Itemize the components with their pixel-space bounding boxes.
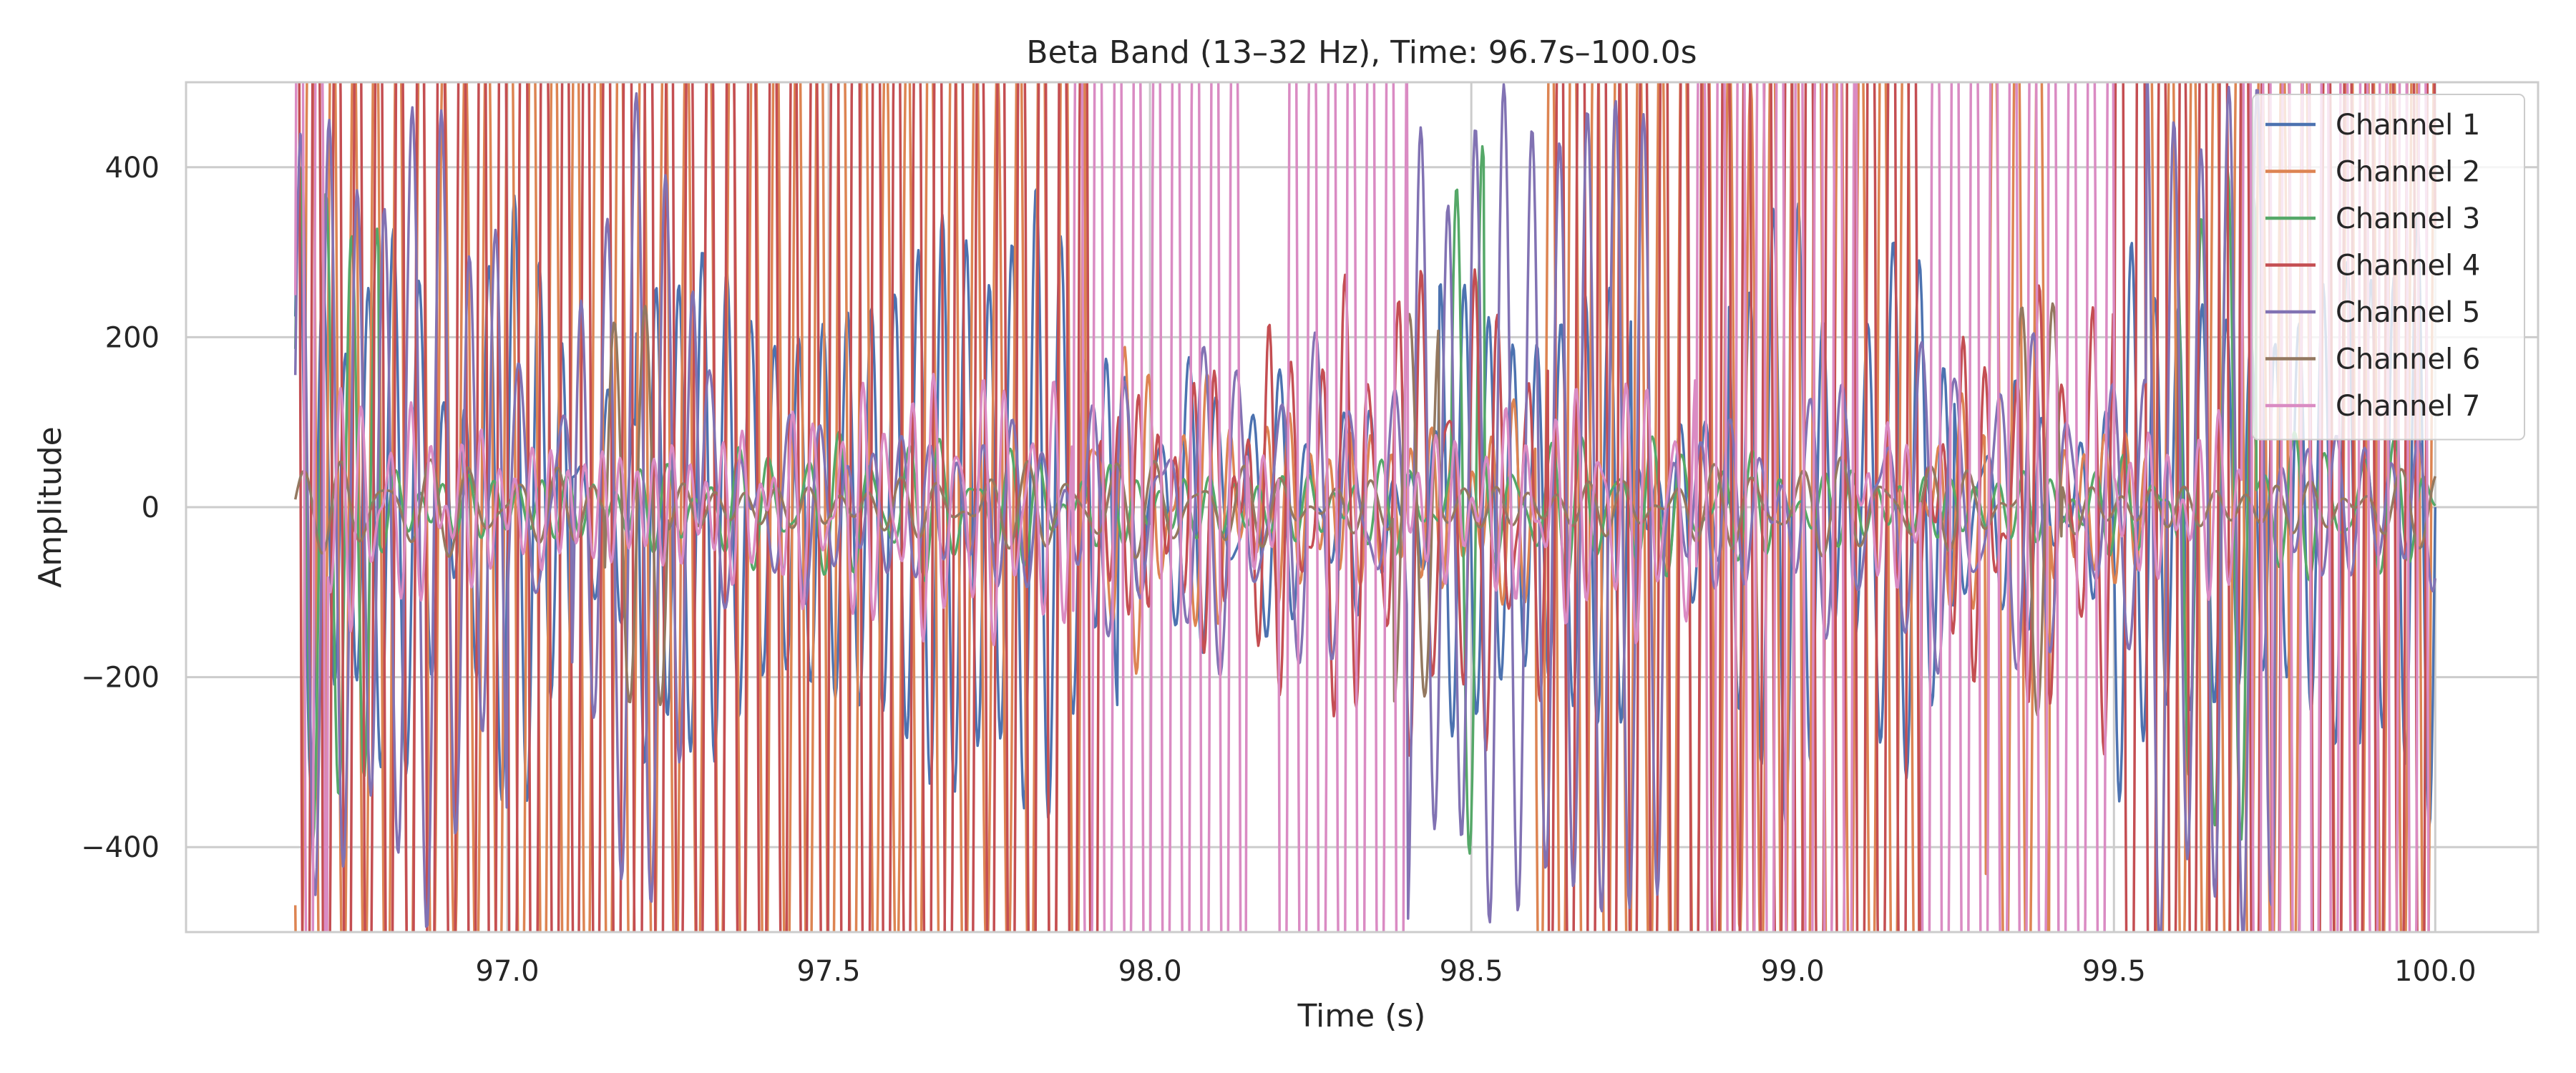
legend-entry-label: Channel 2 xyxy=(2336,156,2480,189)
legend-entry-label: Channel 3 xyxy=(2336,202,2480,235)
plot-frame xyxy=(185,81,2540,934)
y-axis-label: Amplitude xyxy=(32,426,69,587)
x-tick-label: 98.5 xyxy=(1440,955,1503,988)
x-axis-label: Time (s) xyxy=(1297,998,1426,1034)
y-axis-ticks: −400 −200 0 200 400 xyxy=(81,152,160,864)
y-tick-label: 0 xyxy=(142,491,160,524)
y-tick-label: −200 xyxy=(81,662,160,695)
series-line-channel-7 xyxy=(293,82,2430,932)
x-tick-label: 99.5 xyxy=(2082,955,2146,988)
x-tick-label: 97.0 xyxy=(476,955,540,988)
legend-entry-label: Channel 6 xyxy=(2336,343,2480,376)
series-group xyxy=(293,82,2437,932)
legend-entry-label: Channel 5 xyxy=(2336,296,2480,329)
y-tick-label: 400 xyxy=(105,152,160,185)
y-tick-label: −400 xyxy=(81,831,160,864)
chart-title: Beta Band (13–32 Hz), Time: 96.7s–100.0s xyxy=(1026,34,1697,71)
legend-entry-label: Channel 4 xyxy=(2336,250,2480,283)
x-tick-label: 100.0 xyxy=(2394,955,2477,988)
x-tick-label: 99.0 xyxy=(1761,955,1825,988)
legend-box xyxy=(2252,94,2525,441)
legend-entry-label: Channel 7 xyxy=(2336,390,2480,423)
x-tick-label: 98.0 xyxy=(1118,955,1182,988)
x-tick-label: 97.5 xyxy=(797,955,861,988)
x-axis-ticks: 97.0 97.5 98.0 98.5 99.0 99.5 100.0 xyxy=(476,955,2477,988)
legend-entry-label: Channel 1 xyxy=(2336,109,2480,142)
plot-area xyxy=(185,81,2540,934)
legend: Channel 1 Channel 2 Channel 3 Channel 4 Chan… xyxy=(2252,94,2525,441)
y-tick-label: 200 xyxy=(105,321,160,354)
